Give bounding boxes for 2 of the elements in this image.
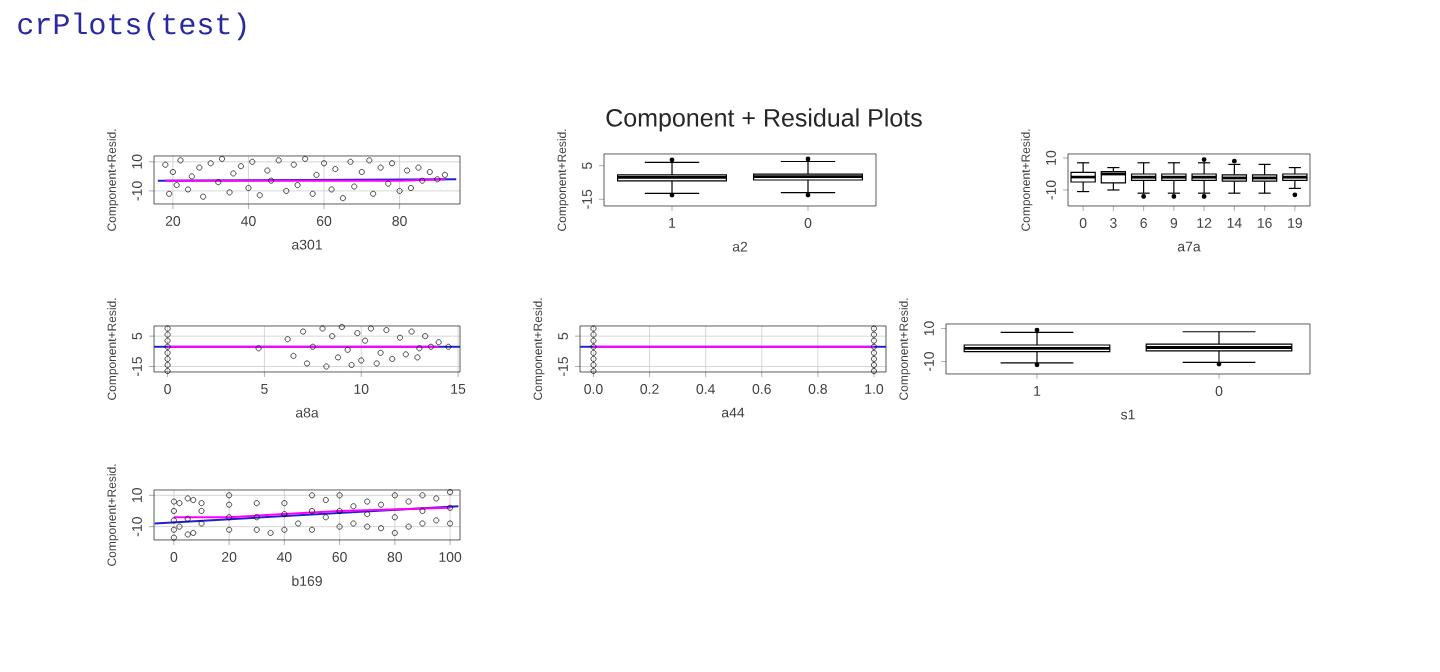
text: crPlots(test): [18, 12, 246, 41]
text: Component + Residual Plots: [606, 108, 922, 132]
